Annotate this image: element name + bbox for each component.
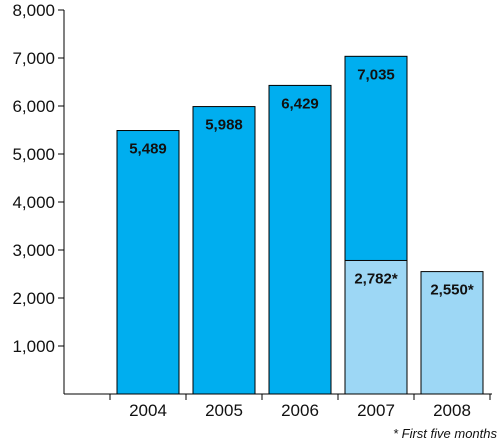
bar — [268, 84, 332, 395]
y-tick-label: 4,000 — [12, 193, 55, 212]
labels: 5,489 2004 5,988 2005 6,429 2006 7,035 2,782* 20… — [129, 66, 474, 420]
y-tick-label: 1,000 — [12, 337, 55, 356]
y-tick-label: 7,000 — [12, 49, 55, 68]
x-tick-label: 2005 — [205, 401, 243, 420]
bar-partial-year — [420, 271, 484, 395]
x-tick-label: 2004 — [129, 401, 167, 420]
bar — [192, 106, 256, 395]
data-label: 5,988 — [205, 117, 243, 134]
bar — [116, 130, 180, 395]
data-label: 6,429 — [281, 95, 319, 112]
bars — [116, 55, 484, 395]
x-tick-label: 2007 — [357, 401, 395, 420]
data-label: 7,035 — [357, 66, 395, 83]
y-tick-label: 8,000 — [12, 1, 55, 20]
y-tick-label: 6,000 — [12, 97, 55, 116]
footnote: * First five months — [393, 426, 498, 441]
data-label: 5,489 — [129, 141, 167, 158]
data-label: 2,782* — [354, 270, 398, 287]
bar-partial-year — [344, 259, 408, 395]
y-tick-label: 5,000 — [12, 145, 55, 164]
x-tick-label: 2006 — [281, 401, 319, 420]
axes: 1,000 2,000 3,000 4,000 5,000 6,000 7,000 8,000 — [12, 1, 492, 400]
y-tick-label: 2,000 — [12, 289, 55, 308]
data-label: 2,550* — [430, 282, 474, 299]
y-tick-label: 3,000 — [12, 241, 55, 260]
x-tick-label: 2008 — [433, 401, 471, 420]
